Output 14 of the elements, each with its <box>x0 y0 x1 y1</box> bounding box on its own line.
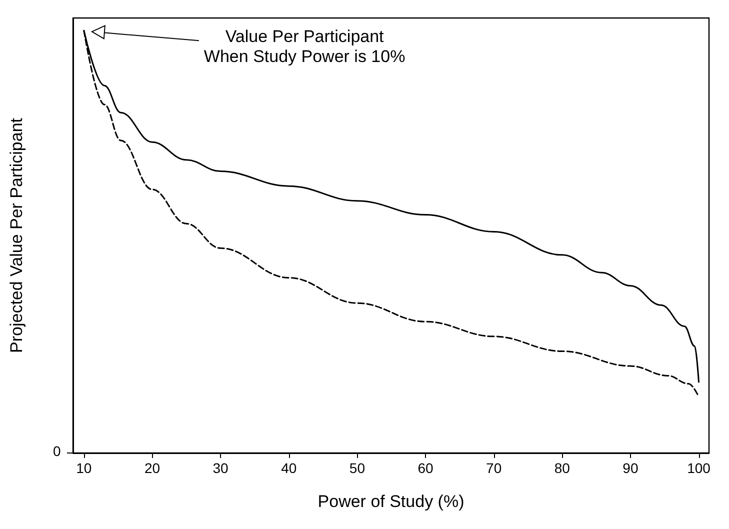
annotation: Value Per Participant When Study Power is 10% <box>204 27 406 66</box>
x-tick-label: 20 <box>144 460 160 476</box>
x-tick-label: 70 <box>486 460 502 476</box>
x-tick-label: 40 <box>281 460 297 476</box>
x-tick-label: 80 <box>554 460 570 476</box>
y-axis-title: Projected Value Per Participant <box>7 118 26 353</box>
x-tick-label: 10 <box>76 460 92 476</box>
x-tick-label: 100 <box>687 460 711 476</box>
text: 0 <box>53 443 61 459</box>
x-axis-title: Power of Study (%) <box>318 492 464 511</box>
x-tick-label: 30 <box>212 460 229 476</box>
x-tick-label: 60 <box>418 460 434 476</box>
x-tick-label: 90 <box>622 460 638 476</box>
x-tick-label: 50 <box>349 460 366 476</box>
